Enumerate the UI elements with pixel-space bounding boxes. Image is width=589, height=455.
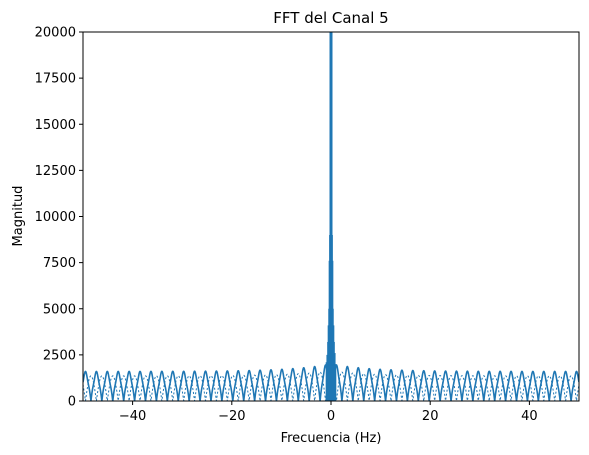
plot-area	[83, 32, 579, 401]
chart-title: FFT del Canal 5	[273, 9, 388, 27]
y-tick-label: 15000	[35, 118, 76, 133]
x-tick-label: 40	[521, 409, 538, 424]
y-tick-label: 0	[68, 395, 76, 410]
x-tick-label: 0	[327, 409, 335, 424]
y-tick-label: 17500	[35, 72, 76, 87]
y-tick-label: 12500	[35, 164, 76, 179]
y-tick-label: 2500	[43, 348, 76, 363]
x-tick-label: 20	[422, 409, 439, 424]
x-axis: −40 −20 0 20 40	[119, 401, 538, 424]
y-tick-label: 20000	[35, 26, 76, 41]
central-dense-band	[326, 365, 336, 401]
y-tick-label: 7500	[43, 256, 76, 271]
axes-frame	[82, 31, 580, 402]
x-tick-label: −20	[218, 409, 245, 424]
x-axis-label: Frecuencia (Hz)	[281, 431, 382, 446]
x-tick-label: −40	[119, 409, 146, 424]
y-tick-label: 5000	[43, 302, 76, 317]
y-tick-label: 10000	[35, 210, 76, 225]
y-axis-label: Magnitud	[11, 186, 26, 247]
y-axis: 0 2500 5000 7500 10000 12500 15000 17500 20000	[35, 26, 83, 410]
